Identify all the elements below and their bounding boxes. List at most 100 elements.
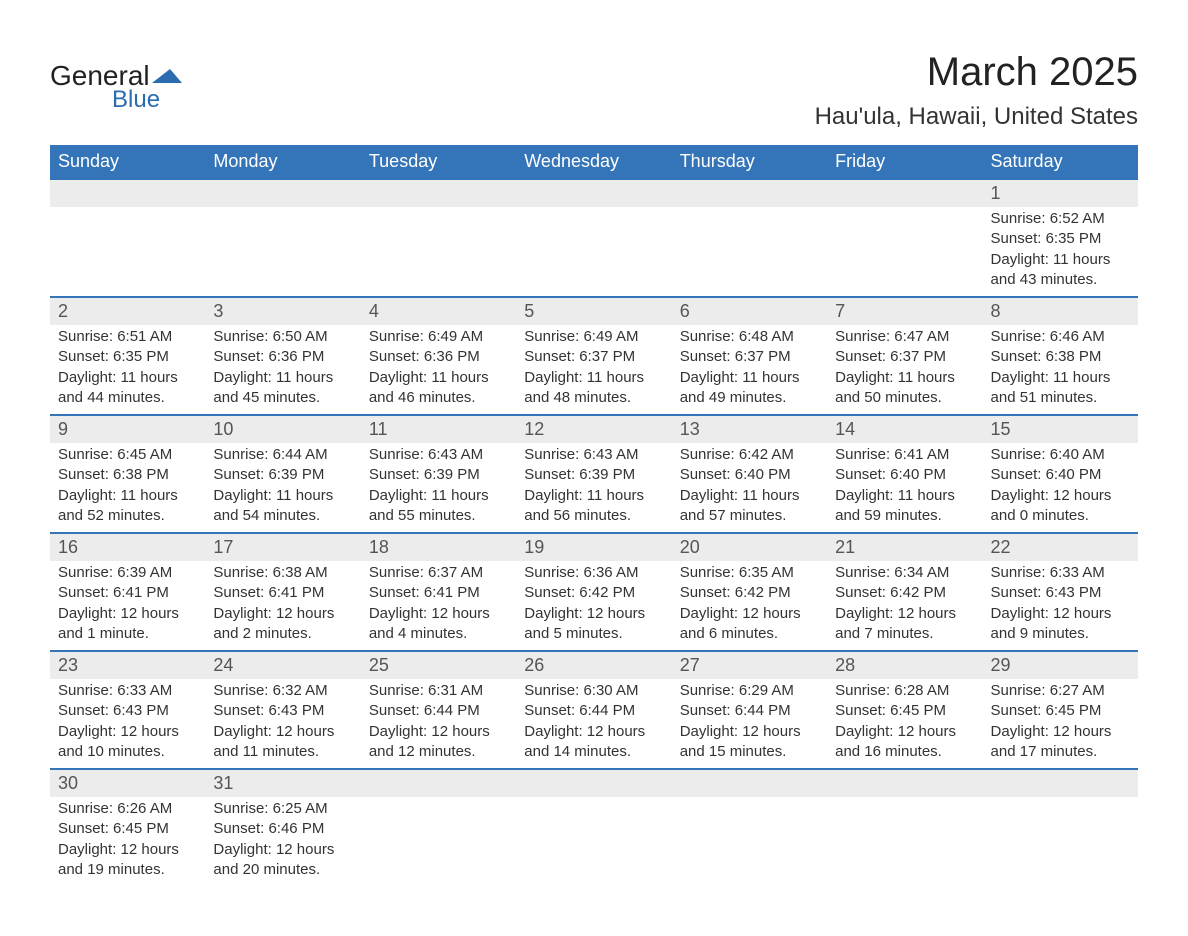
day-number-cell: 9	[50, 415, 205, 443]
day-number: 27	[672, 652, 827, 679]
day-details-cell: Sunrise: 6:39 AMSunset: 6:41 PMDaylight:…	[50, 561, 205, 651]
day-number-cell: 31	[205, 769, 360, 797]
sunrise-text: Sunrise: 6:46 AM	[991, 327, 1130, 347]
day-number: 23	[50, 652, 205, 679]
sunset-text: Sunset: 6:45 PM	[991, 701, 1130, 721]
sunset-text: Sunset: 6:35 PM	[58, 347, 197, 367]
day-details-cell: Sunrise: 6:34 AMSunset: 6:42 PMDaylight:…	[827, 561, 982, 651]
day-number-cell: 29	[983, 651, 1138, 679]
day-details-cell: Sunrise: 6:30 AMSunset: 6:44 PMDaylight:…	[516, 679, 671, 769]
day-number-cell: 10	[205, 415, 360, 443]
sunrise-text: Sunrise: 6:43 AM	[524, 445, 663, 465]
day-details-cell	[361, 797, 516, 886]
title-block: March 2025 Hau'ula, Hawaii, United State…	[815, 50, 1138, 131]
day-number-cell: 11	[361, 415, 516, 443]
sunrise-text: Sunrise: 6:48 AM	[680, 327, 819, 347]
sunset-text: Sunset: 6:39 PM	[524, 465, 663, 485]
daylight-text: Daylight: 11 hours and 57 minutes.	[680, 486, 819, 527]
day-number: 6	[672, 298, 827, 325]
sunrise-text: Sunrise: 6:40 AM	[991, 445, 1130, 465]
week-daynum-row: 9101112131415	[50, 415, 1138, 443]
sunset-text: Sunset: 6:37 PM	[835, 347, 974, 367]
day-details-cell: Sunrise: 6:50 AMSunset: 6:36 PMDaylight:…	[205, 325, 360, 415]
day-details-cell: Sunrise: 6:45 AMSunset: 6:38 PMDaylight:…	[50, 443, 205, 533]
day-number-cell: 24	[205, 651, 360, 679]
day-details-cell: Sunrise: 6:44 AMSunset: 6:39 PMDaylight:…	[205, 443, 360, 533]
sunrise-text: Sunrise: 6:29 AM	[680, 681, 819, 701]
sunset-text: Sunset: 6:43 PM	[213, 701, 352, 721]
day-number-cell	[361, 769, 516, 797]
sunset-text: Sunset: 6:43 PM	[58, 701, 197, 721]
day-details-cell: Sunrise: 6:25 AMSunset: 6:46 PMDaylight:…	[205, 797, 360, 886]
day-number: 15	[983, 416, 1138, 443]
day-details-cell	[672, 207, 827, 297]
sunrise-text: Sunrise: 6:33 AM	[991, 563, 1130, 583]
day-details-cell: Sunrise: 6:35 AMSunset: 6:42 PMDaylight:…	[672, 561, 827, 651]
sunset-text: Sunset: 6:37 PM	[680, 347, 819, 367]
day-number-cell	[516, 769, 671, 797]
sunrise-text: Sunrise: 6:30 AM	[524, 681, 663, 701]
day-details-cell	[983, 797, 1138, 886]
day-details-cell: Sunrise: 6:29 AMSunset: 6:44 PMDaylight:…	[672, 679, 827, 769]
sunrise-text: Sunrise: 6:38 AM	[213, 563, 352, 583]
daylight-text: Daylight: 11 hours and 51 minutes.	[991, 368, 1130, 409]
day-number: 12	[516, 416, 671, 443]
sunrise-text: Sunrise: 6:51 AM	[58, 327, 197, 347]
day-number: 25	[361, 652, 516, 679]
weekday-header: Friday	[827, 145, 982, 179]
day-number-cell: 18	[361, 533, 516, 561]
day-details-cell	[516, 207, 671, 297]
day-number-cell: 12	[516, 415, 671, 443]
day-number: 14	[827, 416, 982, 443]
day-details-cell: Sunrise: 6:41 AMSunset: 6:40 PMDaylight:…	[827, 443, 982, 533]
sunrise-text: Sunrise: 6:32 AM	[213, 681, 352, 701]
sunrise-text: Sunrise: 6:47 AM	[835, 327, 974, 347]
sunset-text: Sunset: 6:40 PM	[835, 465, 974, 485]
sunset-text: Sunset: 6:44 PM	[369, 701, 508, 721]
sunrise-text: Sunrise: 6:27 AM	[991, 681, 1130, 701]
day-number: 13	[672, 416, 827, 443]
sunrise-text: Sunrise: 6:43 AM	[369, 445, 508, 465]
sunset-text: Sunset: 6:44 PM	[524, 701, 663, 721]
week-details-row: Sunrise: 6:39 AMSunset: 6:41 PMDaylight:…	[50, 561, 1138, 651]
day-number-cell: 16	[50, 533, 205, 561]
day-number: 19	[516, 534, 671, 561]
daylight-text: Daylight: 12 hours and 1 minute.	[58, 604, 197, 645]
weekday-header: Monday	[205, 145, 360, 179]
day-details-cell: Sunrise: 6:33 AMSunset: 6:43 PMDaylight:…	[50, 679, 205, 769]
day-details-cell: Sunrise: 6:43 AMSunset: 6:39 PMDaylight:…	[516, 443, 671, 533]
day-number: 17	[205, 534, 360, 561]
day-number: 10	[205, 416, 360, 443]
sunset-text: Sunset: 6:40 PM	[991, 465, 1130, 485]
day-details-cell: Sunrise: 6:46 AMSunset: 6:38 PMDaylight:…	[983, 325, 1138, 415]
daylight-text: Daylight: 12 hours and 16 minutes.	[835, 722, 974, 763]
sunrise-text: Sunrise: 6:41 AM	[835, 445, 974, 465]
week-details-row: Sunrise: 6:26 AMSunset: 6:45 PMDaylight:…	[50, 797, 1138, 886]
daylight-text: Daylight: 11 hours and 43 minutes.	[991, 250, 1130, 291]
weekday-header: Saturday	[983, 145, 1138, 179]
sunrise-text: Sunrise: 6:52 AM	[991, 209, 1130, 229]
sunset-text: Sunset: 6:36 PM	[213, 347, 352, 367]
day-number-cell: 14	[827, 415, 982, 443]
day-number: 11	[361, 416, 516, 443]
sunset-text: Sunset: 6:42 PM	[524, 583, 663, 603]
week-daynum-row: 1	[50, 179, 1138, 207]
week-details-row: Sunrise: 6:52 AMSunset: 6:35 PMDaylight:…	[50, 207, 1138, 297]
sunset-text: Sunset: 6:37 PM	[524, 347, 663, 367]
day-details-cell	[827, 207, 982, 297]
weekday-header-row: SundayMondayTuesdayWednesdayThursdayFrid…	[50, 145, 1138, 179]
sunset-text: Sunset: 6:38 PM	[58, 465, 197, 485]
day-number: 28	[827, 652, 982, 679]
day-number-cell: 20	[672, 533, 827, 561]
day-number-cell	[361, 179, 516, 207]
sunset-text: Sunset: 6:41 PM	[213, 583, 352, 603]
month-title: March 2025	[815, 50, 1138, 95]
sunset-text: Sunset: 6:42 PM	[680, 583, 819, 603]
day-number-cell: 26	[516, 651, 671, 679]
sunset-text: Sunset: 6:38 PM	[991, 347, 1130, 367]
day-details-cell: Sunrise: 6:49 AMSunset: 6:36 PMDaylight:…	[361, 325, 516, 415]
daylight-text: Daylight: 12 hours and 11 minutes.	[213, 722, 352, 763]
daylight-text: Daylight: 12 hours and 12 minutes.	[369, 722, 508, 763]
day-number-cell	[50, 179, 205, 207]
day-details-cell: Sunrise: 6:37 AMSunset: 6:41 PMDaylight:…	[361, 561, 516, 651]
